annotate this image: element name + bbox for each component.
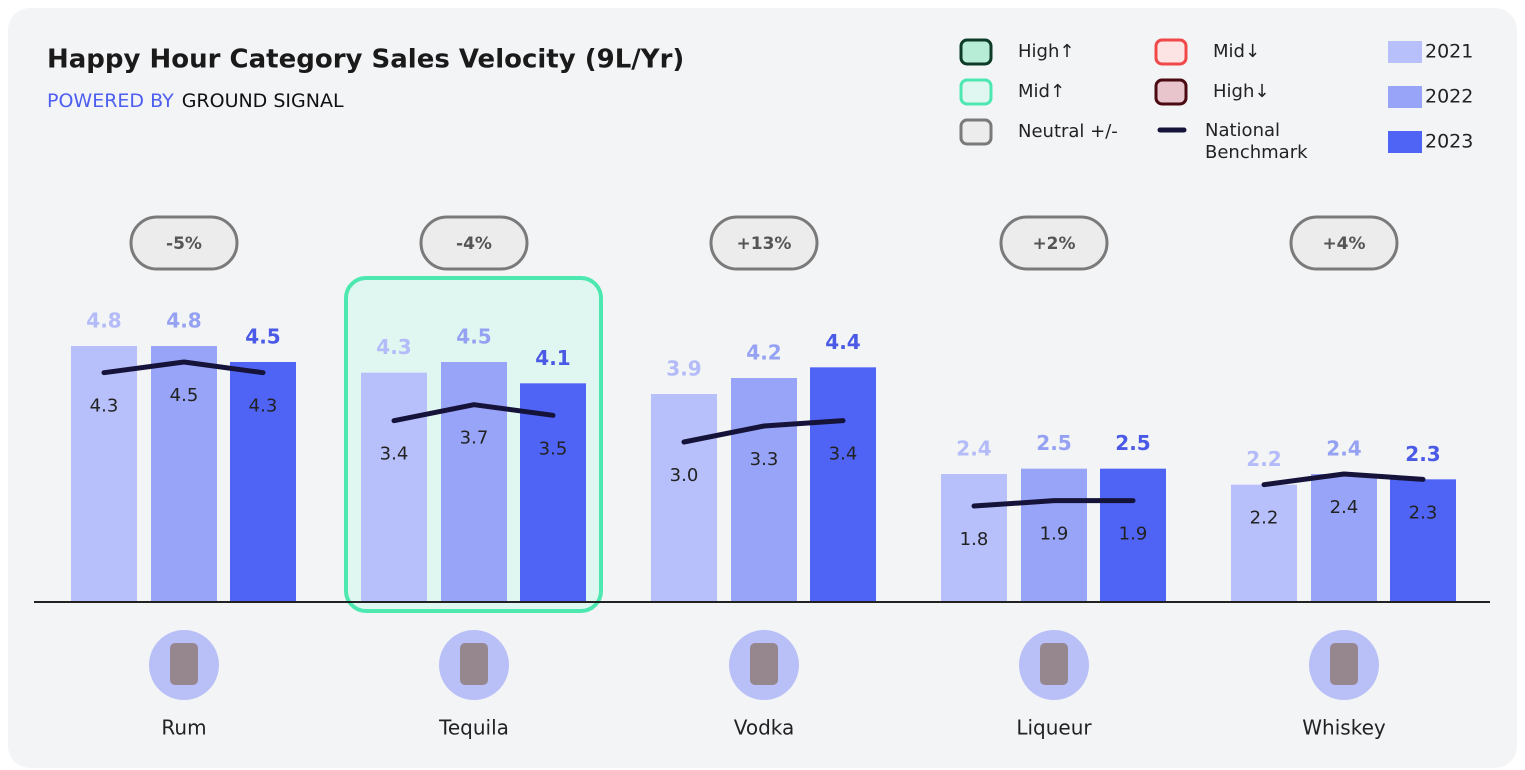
bar (441, 362, 507, 602)
legend-label: Neutral +/- (1018, 121, 1118, 142)
legend-swatch (1388, 131, 1422, 153)
legend-label: High↓ (1213, 81, 1269, 102)
bar-value-label: 2.4 (1326, 437, 1361, 461)
change-label: +4% (1322, 234, 1365, 254)
benchmark-value-label: 1.9 (1119, 524, 1148, 545)
bar-value-label: 4.3 (376, 335, 411, 359)
bar-value-label: 2.5 (1115, 431, 1150, 455)
subtitle: POWERED BY GROUND SIGNAL (47, 90, 344, 112)
legend-swatch (961, 40, 991, 64)
bar-value-label: 3.9 (666, 357, 701, 381)
benchmark-value-label: 3.0 (670, 465, 699, 486)
change-label: +13% (737, 234, 792, 254)
legend-swatch (961, 80, 991, 104)
legend-label: National Benchmark (1205, 120, 1335, 164)
bar-value-label: 4.8 (166, 309, 201, 333)
change-label: -4% (456, 234, 492, 254)
bar-value-label: 2.5 (1036, 431, 1071, 455)
legend-swatch (1156, 40, 1186, 64)
benchmark-value-label: 1.9 (1040, 524, 1069, 545)
legend-swatch (1156, 80, 1186, 104)
benchmark-value-label: 3.4 (829, 444, 858, 465)
legend-label: 2023 (1425, 131, 1473, 153)
bar-value-label: 4.2 (746, 341, 781, 365)
legend-label: 2021 (1425, 41, 1473, 63)
bar-value-label: 4.5 (245, 325, 280, 349)
x-tick-label: Whiskey (1302, 716, 1386, 740)
category-icon-bottle (750, 643, 778, 685)
change-label: -5% (166, 234, 202, 254)
benchmark-value-label: 1.8 (960, 529, 989, 550)
benchmark-value-label: 3.4 (380, 444, 409, 465)
x-tick-label: Rum (161, 716, 206, 740)
subtitle-brand: GROUND SIGNAL (182, 90, 344, 112)
bar-value-label: 2.2 (1246, 447, 1281, 471)
category-icon-bottle (170, 643, 198, 685)
benchmark-value-label: 3.3 (750, 449, 779, 470)
chart: Happy Hour Category Sales Velocity (9L/Y… (0, 0, 1525, 770)
category-icon-bottle (460, 643, 488, 685)
bar-value-label: 4.5 (456, 325, 491, 349)
bar-value-label: 2.3 (1405, 442, 1440, 466)
benchmark-value-label: 2.2 (1250, 508, 1279, 529)
chart-title: Happy Hour Category Sales Velocity (9L/Y… (47, 45, 684, 75)
benchmark-value-label: 3.5 (539, 438, 568, 459)
bar (1311, 474, 1377, 602)
bar (731, 378, 797, 602)
bar (71, 346, 137, 602)
bar-value-label: 4.4 (825, 330, 860, 354)
bar (1390, 479, 1456, 602)
benchmark-value-label: 3.7 (460, 428, 489, 449)
x-tick-label: Liqueur (1016, 716, 1092, 740)
bar-value-label: 2.4 (956, 437, 991, 461)
legend-swatch (1388, 41, 1422, 63)
change-label: +2% (1032, 234, 1075, 254)
legend-swatch (1388, 86, 1422, 108)
x-tick-label: Tequila (438, 716, 509, 740)
bar-value-label: 4.8 (86, 309, 121, 333)
benchmark-value-label: 2.3 (1409, 502, 1438, 523)
legend-swatch (961, 120, 991, 144)
category-icon-bottle (1330, 643, 1358, 685)
benchmark-value-label: 4.3 (249, 396, 278, 417)
x-tick-label: Vodka (734, 716, 795, 740)
benchmark-value-label: 4.3 (90, 396, 119, 417)
benchmark-value-label: 4.5 (170, 385, 199, 406)
bar-value-label: 4.1 (535, 346, 570, 370)
bar (361, 373, 427, 602)
category-icon-bottle (1040, 643, 1068, 685)
legend-label: Mid↓ (1213, 41, 1260, 62)
benchmark-value-label: 2.4 (1330, 497, 1359, 518)
legend-label: Mid↑ (1018, 81, 1065, 102)
page: Happy Hour Category Sales Velocity (9L/Y… (0, 0, 1525, 770)
bar (1231, 485, 1297, 602)
subtitle-prefix: POWERED BY (47, 90, 174, 112)
bar (651, 394, 717, 602)
bar (810, 367, 876, 602)
legend-label: High↑ (1018, 41, 1074, 62)
legend-label: 2022 (1425, 86, 1473, 108)
